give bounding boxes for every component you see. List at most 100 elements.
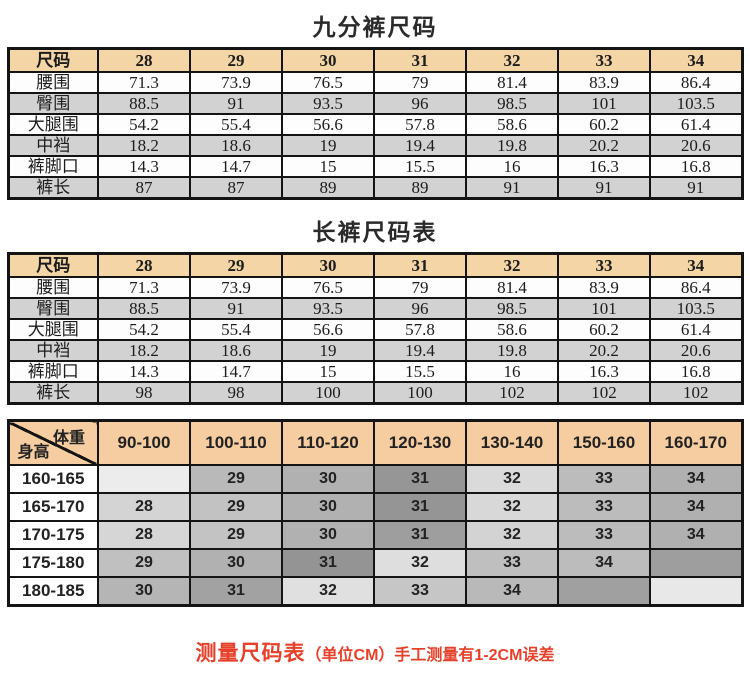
measure-value-cell: 71.3 <box>97 276 191 299</box>
measure-value-cell: 19.4 <box>373 134 467 157</box>
measure-value-cell: 93.5 <box>281 92 375 115</box>
cropped-pants-title: 九分裤尺码 <box>312 14 438 40</box>
size-header-cell: 29 <box>189 252 283 278</box>
measure-value-cell: 16 <box>465 360 559 383</box>
measure-value-cell: 98 <box>189 381 283 405</box>
measure-value-cell: 98.5 <box>465 92 559 115</box>
recommended-size-cell: 30 <box>189 548 283 578</box>
measure-value-cell: 20.6 <box>649 134 743 157</box>
recommended-size-cell: 32 <box>281 576 375 607</box>
weight-range-header-cell: 110-120 <box>281 419 375 466</box>
caption-note-text: （单位CM）手工测量有1-2CM误差 <box>305 647 555 664</box>
height-range-cell: 160-165 <box>7 464 99 494</box>
recommended-size-cell: 32 <box>465 492 559 522</box>
measure-label-cell: 裤脚口 <box>7 360 99 383</box>
measure-value-cell: 88.5 <box>97 92 191 115</box>
measure-value-cell: 79 <box>373 276 467 299</box>
recommended-size-cell: 28 <box>97 492 191 522</box>
fit-row: 175-180 29 30 31 32 33 34 <box>7 548 743 578</box>
recommended-size-cell: 34 <box>649 492 743 522</box>
size-header-cell: 30 <box>281 47 375 73</box>
recommended-size-cell: 30 <box>281 492 375 522</box>
table-row: 裤脚口 14.3 14.7 15 15.5 16 16.3 16.8 <box>7 155 743 178</box>
weight-range-header-cell: 150-160 <box>557 419 651 466</box>
fit-header-row: 体重 身高 90-100 100-110 110-120 120-130 130-140 15… <box>7 419 743 466</box>
recommended-size-cell: 31 <box>373 492 467 522</box>
size-header-cell: 28 <box>97 47 191 73</box>
measure-label-cell: 中裆 <box>7 339 99 362</box>
recommended-size-cell: 33 <box>557 464 651 494</box>
recommended-size-cell: 29 <box>97 548 191 578</box>
fit-row: 160-165 29 30 31 32 33 34 <box>7 464 743 494</box>
recommended-size-cell: 30 <box>281 520 375 550</box>
measure-value-cell: 91 <box>649 176 743 200</box>
measure-value-cell: 14.3 <box>97 155 191 178</box>
recommended-size-cell: 30 <box>97 576 191 607</box>
measure-value-cell: 16 <box>465 155 559 178</box>
measure-label-cell: 裤长 <box>7 381 99 405</box>
measure-value-cell: 14.7 <box>189 155 283 178</box>
measure-value-cell: 96 <box>373 92 467 115</box>
measure-value-cell: 58.6 <box>465 318 559 341</box>
measure-value-cell: 56.6 <box>281 113 375 136</box>
size-header-row: 尺码 28 29 30 31 32 33 34 <box>7 47 743 73</box>
measure-value-cell: 86.4 <box>649 276 743 299</box>
table-row: 臀围 88.5 91 93.5 96 98.5 101 103.5 <box>7 92 743 115</box>
measure-value-cell: 18.6 <box>189 339 283 362</box>
measure-value-cell: 16.3 <box>557 360 651 383</box>
measure-label-cell: 大腿围 <box>7 318 99 341</box>
size-header-cell: 34 <box>649 252 743 278</box>
measure-value-cell: 60.2 <box>557 113 651 136</box>
measure-value-cell: 20.6 <box>649 339 743 362</box>
weight-range-header-cell: 90-100 <box>97 419 191 466</box>
fit-row: 165-170 28 29 30 31 32 33 34 <box>7 492 743 522</box>
size-header-cell: 30 <box>281 252 375 278</box>
measure-value-cell: 100 <box>373 381 467 405</box>
measure-value-cell: 91 <box>465 176 559 200</box>
measure-value-cell: 86.4 <box>649 71 743 94</box>
measure-value-cell: 89 <box>373 176 467 200</box>
recommended-size-cell: 29 <box>189 464 283 494</box>
measure-value-cell: 15 <box>281 155 375 178</box>
measure-value-cell: 19 <box>281 339 375 362</box>
measure-value-cell: 57.8 <box>373 113 467 136</box>
measure-value-cell: 61.4 <box>649 318 743 341</box>
recommended-size-cell <box>649 576 743 607</box>
measure-value-cell: 73.9 <box>189 71 283 94</box>
weight-range-header-cell: 130-140 <box>465 419 559 466</box>
measure-value-cell: 15.5 <box>373 155 467 178</box>
measure-value-cell: 19.4 <box>373 339 467 362</box>
measure-value-cell: 57.8 <box>373 318 467 341</box>
measure-value-cell: 15.5 <box>373 360 467 383</box>
measure-label-cell: 裤长 <box>7 176 99 200</box>
recommended-size-cell: 34 <box>465 576 559 607</box>
fit-row: 180-185 30 31 32 33 34 <box>7 576 743 607</box>
measure-value-cell: 73.9 <box>189 276 283 299</box>
weight-range-header-cell: 160-170 <box>649 419 743 466</box>
size-header-cell: 28 <box>97 252 191 278</box>
measure-value-cell: 19.8 <box>465 339 559 362</box>
recommended-size-cell: 32 <box>373 548 467 578</box>
recommended-size-cell <box>557 576 651 607</box>
measure-value-cell: 83.9 <box>557 71 651 94</box>
measure-value-cell: 87 <box>97 176 191 200</box>
measure-value-cell: 61.4 <box>649 113 743 136</box>
size-header-cell: 33 <box>557 252 651 278</box>
measure-label-cell: 大腿围 <box>7 113 99 136</box>
corner-height-label: 身高 <box>17 444 50 461</box>
size-corner-label: 尺码 <box>7 252 99 278</box>
measure-value-cell: 54.2 <box>97 318 191 341</box>
height-weight-fit-table: 体重 身高 90-100 100-110 110-120 120-130 130-140 15… <box>6 419 744 607</box>
measurement-caption: 测量尺码表（单位CM）手工测量有1-2CM误差 <box>0 637 750 667</box>
table-row: 裤长 87 87 89 89 91 91 91 <box>7 176 743 200</box>
size-corner-label: 尺码 <box>7 47 99 73</box>
size-header-cell: 33 <box>557 47 651 73</box>
recommended-size-cell: 31 <box>281 548 375 578</box>
measure-label-cell: 臀围 <box>7 297 99 320</box>
measure-value-cell: 81.4 <box>465 71 559 94</box>
measure-value-cell: 101 <box>557 92 651 115</box>
measure-value-cell: 58.6 <box>465 113 559 136</box>
recommended-size-cell: 28 <box>97 520 191 550</box>
recommended-size-cell: 33 <box>373 576 467 607</box>
size-header-cell: 29 <box>189 47 283 73</box>
